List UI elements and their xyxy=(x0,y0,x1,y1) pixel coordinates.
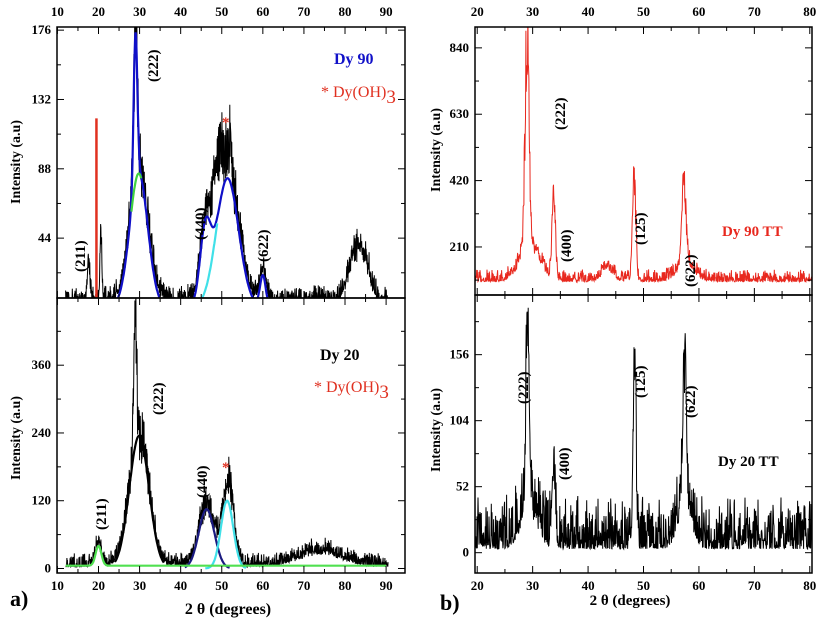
y-tick-label: 156 xyxy=(450,347,470,362)
legend-dy90tt: Dy 90 TT xyxy=(722,224,783,240)
y-tick-label: 120 xyxy=(32,493,52,508)
plot-area xyxy=(475,307,812,551)
x-tick-label: 40 xyxy=(174,578,187,593)
x-tick-label: 20 xyxy=(471,4,484,19)
x-axis-title: 2 θ (degrees) xyxy=(185,601,271,618)
dyoh3-asterisk: * xyxy=(222,115,230,131)
x-tick-label: 60 xyxy=(692,4,705,19)
series-fit-440 xyxy=(184,508,230,569)
series-measured xyxy=(65,27,388,298)
x-tick-label: 60 xyxy=(692,578,705,593)
x-tick-label: 70 xyxy=(297,578,310,593)
x-tick-label: 40 xyxy=(174,4,187,19)
legend-dy20tt: Dy 20 TT xyxy=(718,454,779,470)
peak-label-622: (622) xyxy=(683,255,699,288)
peak-label-211: (211) xyxy=(73,240,89,272)
x-tick-label: 80 xyxy=(803,578,816,593)
legend-dyoh3: * Dy(OH)3 xyxy=(321,84,396,108)
x-tick-label: 70 xyxy=(748,4,761,19)
y-tick-label: 44 xyxy=(38,230,52,245)
y-tick-label: 176 xyxy=(32,22,52,37)
y-axis-title: Intensity (a.u) xyxy=(9,120,24,204)
series-baseline-green xyxy=(65,544,387,567)
x-tick-label: 80 xyxy=(339,578,352,593)
peak-label-400: (400) xyxy=(557,448,573,481)
x-tick-label: 10 xyxy=(51,4,64,19)
peak-label-125: (125) xyxy=(633,213,649,246)
legend-dy20: Dy 20 xyxy=(320,347,360,364)
x-tick-label: 30 xyxy=(526,4,539,19)
series-dy-20-tt xyxy=(475,307,812,551)
series-fit-green xyxy=(130,172,143,212)
y-tick-label: 104 xyxy=(450,413,470,428)
y-axis-title: Intensity (a.u) xyxy=(9,396,24,480)
x-tick-label: 40 xyxy=(582,4,595,19)
peak-label-400: (400) xyxy=(559,230,575,263)
peak-label-622: (622) xyxy=(683,386,699,419)
panel-b-top: 20 30 40 50 60 70 80 210 420 630 840 xyxy=(450,4,816,296)
y-tick-label: 420 xyxy=(450,173,470,188)
peak-label-622: (622) xyxy=(256,230,272,263)
x-tick-label: 50 xyxy=(637,4,650,19)
y-tick-label: 0 xyxy=(45,560,52,575)
series-dy-90-tt xyxy=(475,27,812,284)
peak-label-222: (222) xyxy=(516,372,532,405)
x-axis-title: 2 θ (degrees) xyxy=(590,593,671,609)
x-tick-label: 30 xyxy=(526,578,539,593)
x-tick-label: 40 xyxy=(582,578,595,593)
x-tick-label: 90 xyxy=(380,4,393,19)
plot-area xyxy=(65,27,388,298)
series-fit-222 xyxy=(113,434,165,564)
peak-label-222: (222) xyxy=(146,50,162,83)
y-tick-label: 0 xyxy=(463,545,470,560)
x-tick-label: 60 xyxy=(256,4,269,19)
x-tick-label: 90 xyxy=(380,578,393,593)
x-tick-label: 20 xyxy=(92,578,105,593)
legend-dyoh3: * Dy(OH)3 xyxy=(314,379,389,403)
y-tick-label: 840 xyxy=(450,40,470,55)
peak-label-222: (222) xyxy=(151,383,167,416)
x-tick-label: 50 xyxy=(215,4,228,19)
peak-label-222: (222) xyxy=(553,98,569,131)
annotations: (211) (222) (440) (622) * Dy 90 * Dy(OH)… xyxy=(9,50,783,619)
y-tick-label: 240 xyxy=(32,425,52,440)
legend-dy90: Dy 90 xyxy=(334,51,374,68)
y-axis-title: Intensity (a.u) xyxy=(429,108,444,192)
panel-a-bottom: 10 20 30 40 50 60 70 80 90 0 120 240 360 xyxy=(32,297,406,593)
panel-label-b: b) xyxy=(440,590,460,615)
y-axis-title: Intensity (a.u) xyxy=(429,388,444,472)
x-tick-label: 80 xyxy=(339,4,352,19)
x-tick-label: 70 xyxy=(297,4,310,19)
x-tick-label: 60 xyxy=(256,578,269,593)
panel-b-bottom: 20 30 40 50 60 70 80 0 52 104 156 xyxy=(450,294,816,593)
x-tick-label: 10 xyxy=(51,578,64,593)
x-tick-label: 50 xyxy=(215,578,228,593)
dyoh3-asterisk: * xyxy=(222,460,230,476)
x-tick-label: 20 xyxy=(92,4,105,19)
x-tick-label: 80 xyxy=(803,4,816,19)
x-tick-label: 20 xyxy=(471,578,484,593)
peak-label-440: (440) xyxy=(195,466,211,499)
series-measured xyxy=(65,298,389,569)
y-tick-label: 210 xyxy=(450,239,470,254)
panel-label-a: a) xyxy=(10,586,28,611)
plot-area xyxy=(65,298,389,570)
y-tick-label: 52 xyxy=(456,479,469,494)
peak-label-211: (211) xyxy=(94,498,110,530)
y-tick-label: 88 xyxy=(38,161,52,176)
y-tick-label: 132 xyxy=(32,91,52,106)
plot-area xyxy=(475,27,812,284)
x-tick-label: 30 xyxy=(133,578,146,593)
x-tick-label: 70 xyxy=(748,578,761,593)
y-tick-label: 360 xyxy=(32,357,52,372)
plot-frame xyxy=(56,297,406,574)
x-tick-label: 30 xyxy=(133,4,146,19)
peak-label-440: (440) xyxy=(193,208,209,241)
peak-label-125: (125) xyxy=(633,366,649,399)
x-tick-label: 50 xyxy=(637,578,650,593)
series-fit-cyan xyxy=(200,223,219,298)
y-tick-label: 630 xyxy=(450,106,470,121)
